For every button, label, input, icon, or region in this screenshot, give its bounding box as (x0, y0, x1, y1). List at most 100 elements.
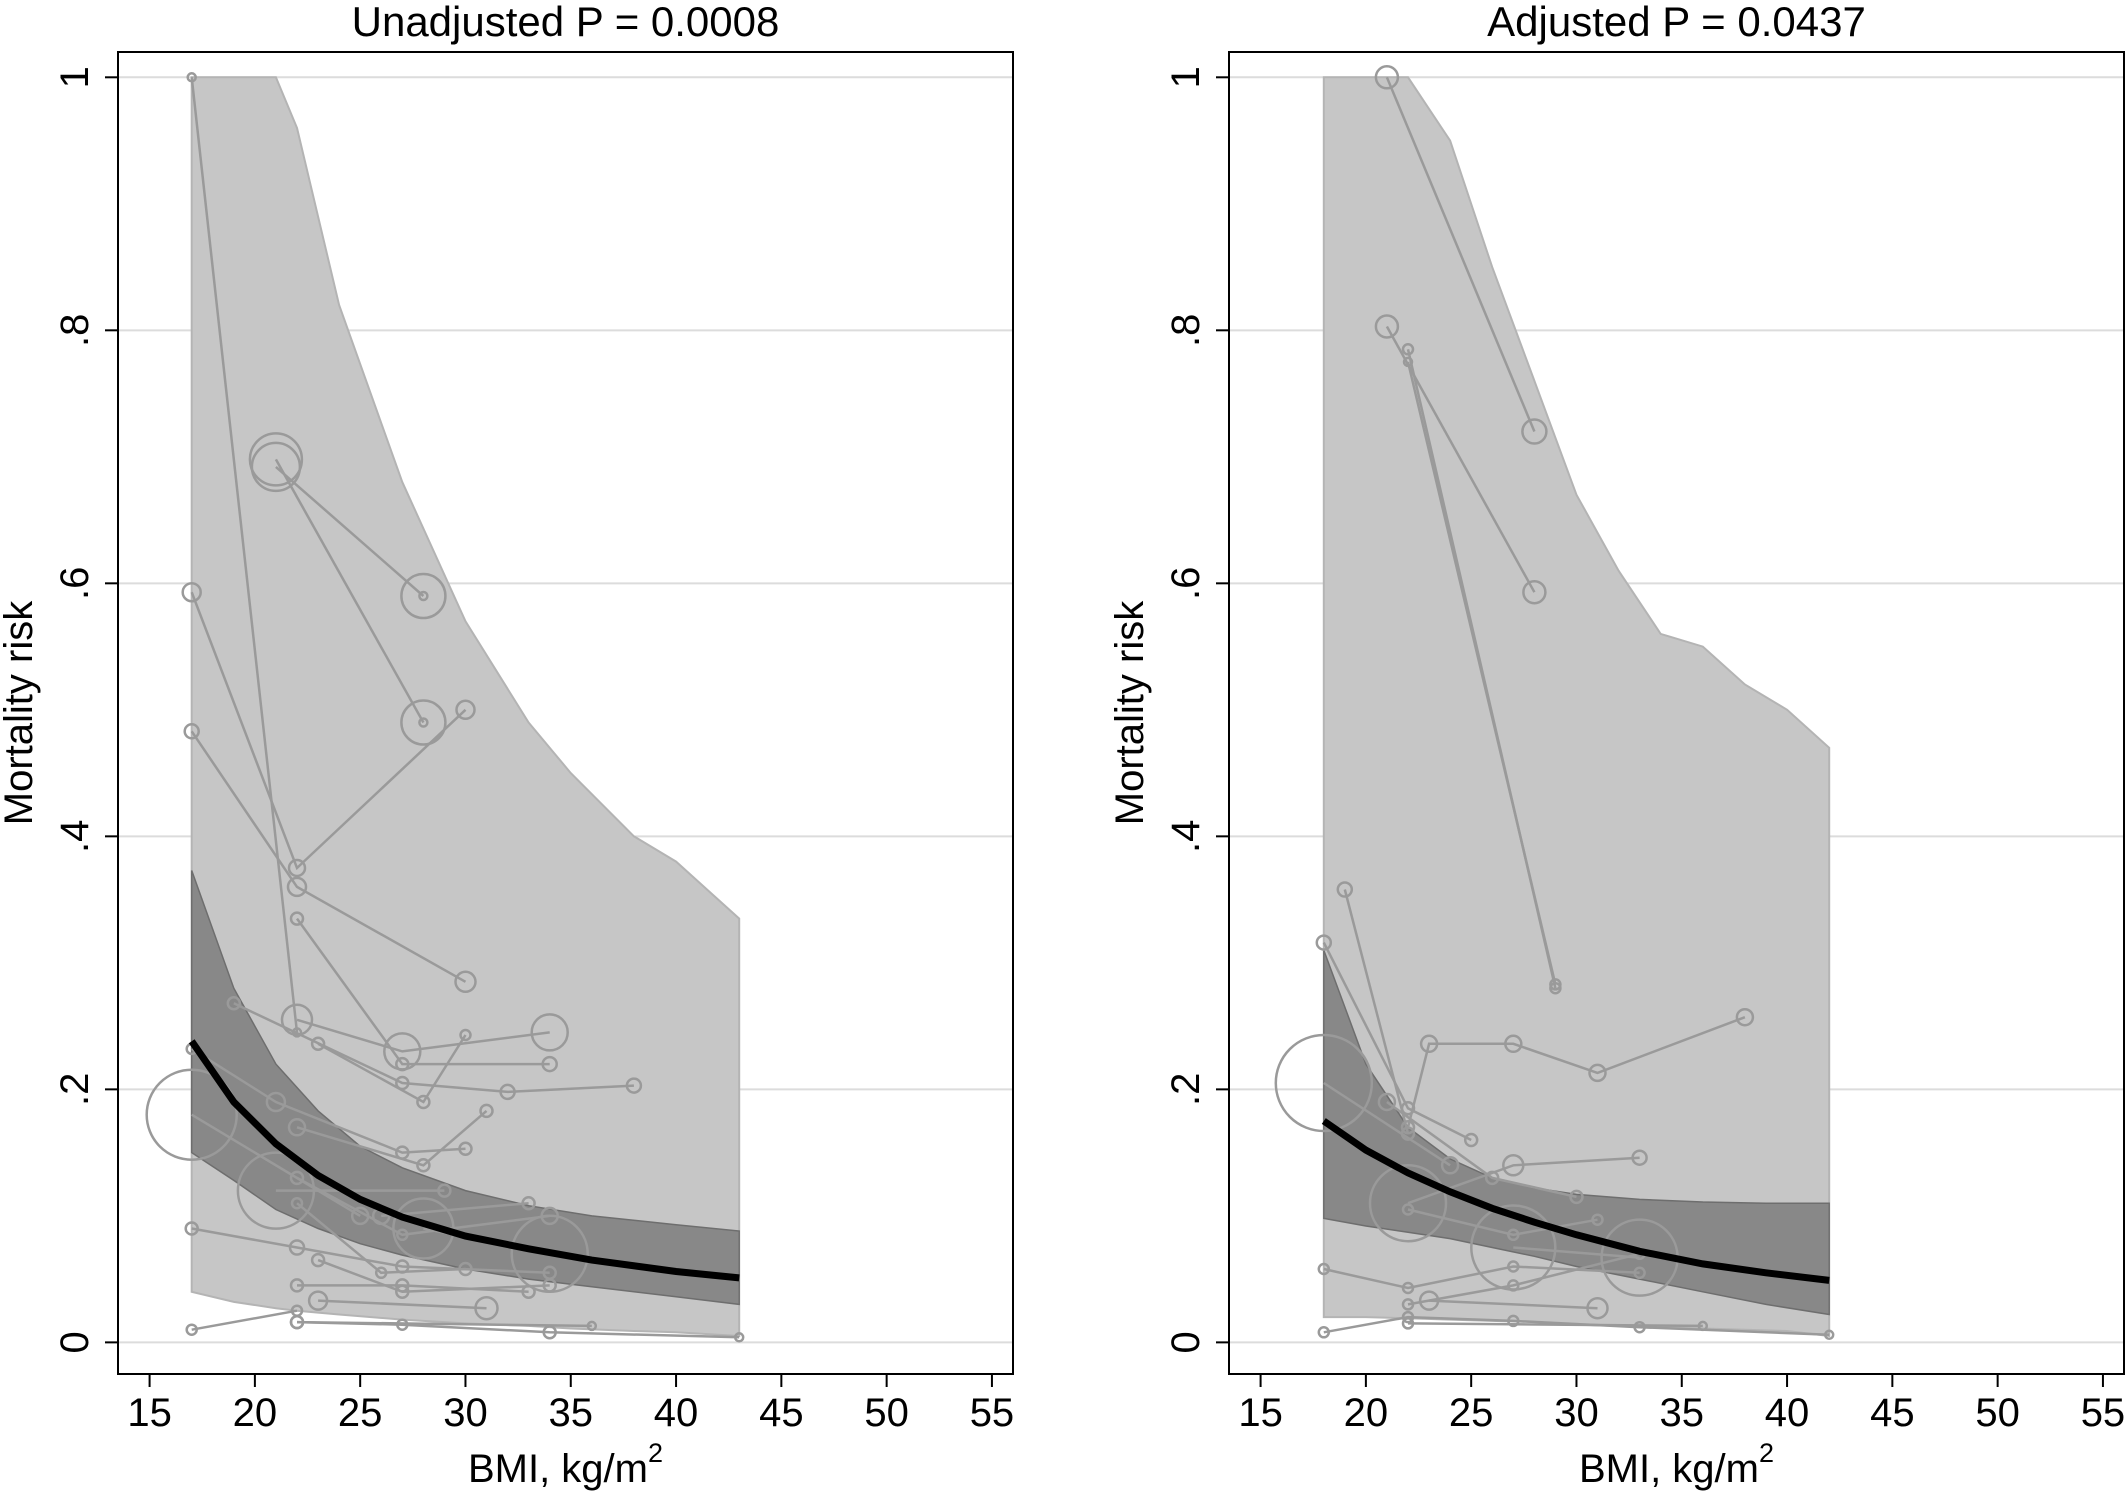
study-point (474, 1295, 499, 1321)
study-point (185, 1323, 198, 1336)
study-point (1631, 1149, 1648, 1166)
study-point (289, 911, 305, 926)
study-point (1317, 1326, 1331, 1339)
study-point (181, 581, 202, 603)
study-point (1507, 1279, 1520, 1292)
study-point (145, 1068, 238, 1161)
study-point (383, 1032, 422, 1071)
y-tick-label: 1 (53, 66, 97, 88)
study-point (459, 1028, 472, 1042)
plot-frame (1228, 51, 2125, 1375)
x-tick-label: 15 (127, 1391, 172, 1435)
study-line (1385, 325, 1536, 593)
study-point (289, 1170, 305, 1186)
study-point (437, 1183, 452, 1198)
study-point (400, 572, 447, 620)
study-point (1502, 1154, 1525, 1177)
study-line (381, 1201, 529, 1218)
x-tick-label: 50 (864, 1391, 909, 1435)
study-point (1402, 356, 1414, 368)
study-point (1336, 881, 1354, 898)
chart-title: Unadjusted P = 0.0008 (352, 0, 780, 45)
study-line (296, 1109, 488, 1167)
study-point (479, 1103, 494, 1119)
x-axis-label: BMI, kg/m2 (1579, 1438, 1774, 1491)
x-tick-label: 25 (1449, 1391, 1494, 1435)
x-tick-label: 35 (1660, 1391, 1705, 1435)
study-point (310, 1252, 326, 1268)
x-axis-label-superscript: 2 (648, 1438, 663, 1468)
study-point (1521, 418, 1548, 445)
study-point (1463, 1132, 1479, 1148)
study-point (541, 1055, 558, 1073)
study-point (280, 1003, 314, 1037)
study-point (286, 876, 308, 898)
y-tick-label: .6 (53, 567, 97, 600)
study-point (1633, 1320, 1646, 1334)
plot-frame (117, 51, 1014, 1375)
study-point (1400, 1120, 1416, 1135)
study-point (521, 1195, 536, 1211)
study-point (1735, 1007, 1755, 1027)
x-tick-label: 20 (233, 1391, 278, 1435)
study-point (625, 1077, 643, 1094)
fit-line (1321, 1118, 1830, 1284)
x-tick-label: 20 (1344, 1391, 1389, 1435)
study-point (1507, 1228, 1520, 1242)
confidence-band (1323, 949, 1830, 1316)
study-point (1549, 978, 1562, 991)
study-point (1368, 1163, 1448, 1243)
x-tick-label: 55 (970, 1391, 1015, 1435)
study-point (458, 1261, 473, 1277)
fit-line (188, 1039, 740, 1282)
study-point (288, 1239, 306, 1256)
study-point (183, 723, 200, 740)
left-panel: 15 20 25 30 35 40 45 50 55 0 .2 .4 .6 .8 1 Unadjusted P… (0, 0, 1014, 1491)
study-line (1429, 1299, 1598, 1310)
study-point (248, 432, 304, 487)
study-line (318, 1299, 487, 1310)
x-tick-label: 50 (1975, 1391, 2020, 1435)
study-line (1322, 942, 1472, 1142)
study-point (1569, 1189, 1584, 1205)
study-point (416, 1158, 431, 1173)
study-line (1386, 1100, 1577, 1199)
study-point (1504, 1034, 1523, 1054)
study-point (1823, 1329, 1835, 1341)
study-line (296, 1320, 592, 1328)
study-line (190, 77, 299, 1033)
x-axis-label-superscript: 2 (1759, 1438, 1774, 1468)
study-point (454, 970, 477, 994)
study-point (226, 996, 242, 1011)
study-point (1401, 1310, 1415, 1324)
study-point (455, 699, 476, 721)
study-point (186, 72, 197, 83)
study-point (418, 717, 429, 728)
study-point (1507, 1314, 1520, 1328)
study-line (317, 1034, 467, 1104)
study-line (296, 1176, 550, 1237)
study-point (1317, 1262, 1331, 1276)
study-point (1401, 1298, 1415, 1311)
study-point (307, 1290, 329, 1311)
study-point (1274, 1033, 1374, 1133)
study-point (733, 1332, 745, 1343)
y-tick-label: 0 (53, 1331, 97, 1353)
study-point (289, 1314, 305, 1330)
study-point (290, 1196, 304, 1210)
x-tick-label: 25 (338, 1391, 383, 1435)
study-line (295, 917, 550, 1066)
study-line (275, 465, 425, 597)
study-point (1588, 1063, 1607, 1083)
study-line (191, 1113, 361, 1217)
study-line (1407, 1208, 1598, 1237)
study-point (236, 1151, 316, 1230)
study-line (191, 1227, 550, 1275)
study-point (250, 441, 302, 493)
study-point (1401, 1203, 1415, 1216)
study-point (1374, 314, 1400, 339)
y-tick-label: .8 (1164, 314, 1208, 347)
study-point (1401, 1281, 1415, 1295)
x-axis-label-text: BMI, kg/m (468, 1447, 648, 1491)
study-point (1591, 1213, 1604, 1226)
